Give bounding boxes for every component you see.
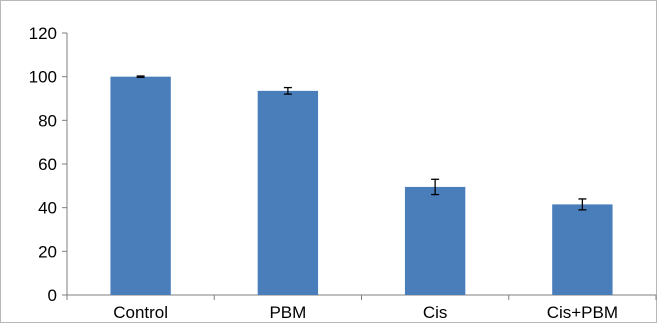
y-tick-label: 60: [38, 155, 57, 174]
error-bar: [283, 86, 292, 95]
x-tick-labels: Control PBM Cis Cis+PBM: [113, 303, 618, 322]
x-tick-label: Cis: [423, 303, 448, 322]
x-tick-label: Cis+PBM: [547, 303, 618, 322]
bars-group: [110, 76, 613, 296]
x-tick-label: Control: [113, 303, 168, 322]
y-tick-label: 40: [38, 199, 57, 218]
bar-cis: [404, 186, 466, 295]
y-tick-label: 100: [29, 68, 57, 87]
error-bar: [136, 75, 145, 78]
error-bar: [431, 178, 440, 196]
bar-pbm: [257, 90, 319, 295]
error-bar: [578, 198, 587, 211]
y-tick-labels: 0 20 40 60 80 100 120: [29, 24, 57, 305]
y-tick-label: 20: [38, 242, 57, 261]
error-bars-group: [136, 75, 587, 211]
y-tick-label: 120: [29, 24, 57, 43]
bar-control: [110, 76, 171, 296]
y-tick-label: 80: [38, 111, 57, 130]
x-tick-label: PBM: [269, 303, 306, 322]
bar-cis-pbm: [552, 204, 613, 295]
y-tick-label: 0: [48, 286, 57, 305]
